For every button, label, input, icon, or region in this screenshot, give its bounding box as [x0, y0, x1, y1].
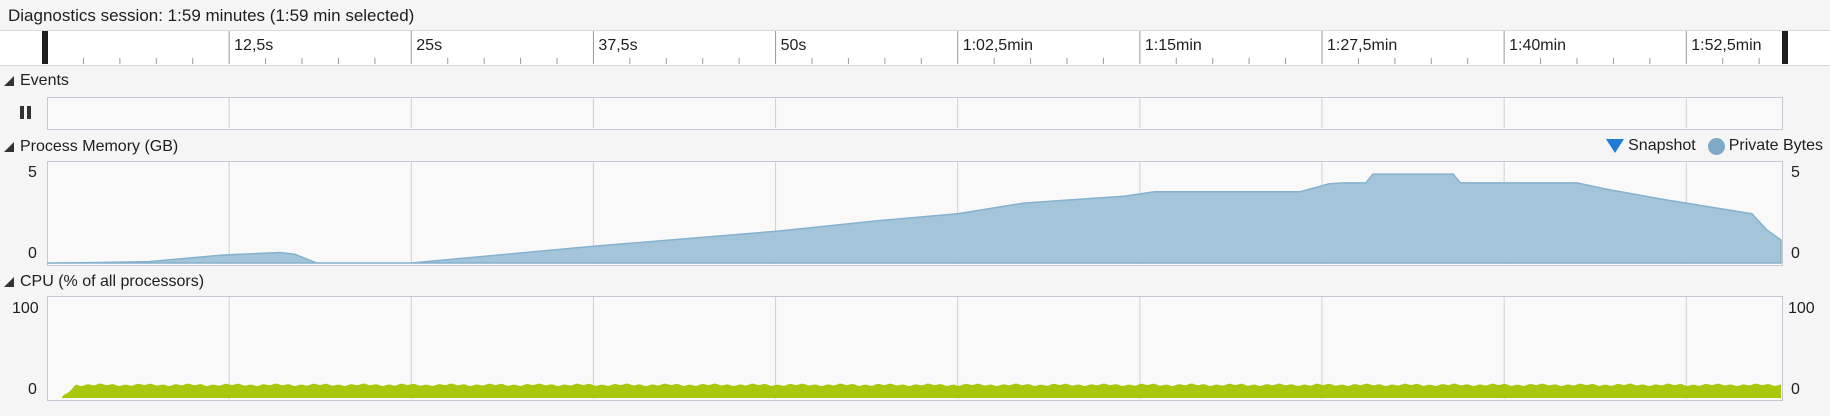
legend-private-bytes[interactable]: Private Bytes	[1707, 137, 1823, 155]
memory-y-min-right: 0	[1791, 245, 1800, 262]
time-ruler[interactable]: 12,5s 25s 37,5s 50s 1:02,5min 1:15min 1:27,5mi…	[0, 30, 1830, 66]
session-label: Diagnostics session: 1:59 minutes (1:59 …	[8, 6, 415, 25]
memory-section-header[interactable]: Process Memory (GB)	[4, 138, 178, 156]
events-section-header[interactable]: Events	[4, 72, 69, 90]
ruler-tick-label: 1:02,5min	[962, 37, 1033, 54]
cpu-chart-panel[interactable]	[47, 296, 1783, 401]
memory-title: Process Memory (GB)	[20, 138, 179, 155]
legend-private-bytes-label: Private Bytes	[1728, 137, 1823, 154]
memory-y-max-right: 5	[1791, 164, 1800, 181]
cpu-y-max-left: 100	[12, 300, 39, 317]
cpu-usage-area	[47, 383, 1781, 398]
cpu-title: CPU (% of all processors)	[20, 273, 205, 290]
pause-icon[interactable]	[20, 106, 31, 119]
ruler-tick-label: 37,5s	[598, 37, 638, 54]
legend-snapshot[interactable]: Snapshot	[1606, 137, 1696, 155]
cpu-y-max-right: 100	[1788, 300, 1815, 317]
ruler-tick-label: 12,5s	[234, 37, 274, 54]
memory-y-min-left: 0	[28, 245, 37, 262]
cpu-y-min-right: 0	[1791, 381, 1800, 398]
ruler-tick-label: 1:52,5min	[1691, 37, 1762, 54]
events-title: Events	[20, 72, 69, 89]
ruler-tick-label: 50s	[780, 37, 807, 54]
legend-snapshot-label: Snapshot	[1628, 137, 1696, 154]
events-track[interactable]	[47, 97, 1783, 130]
ruler-ticks	[42, 31, 1788, 64]
ruler-tick-label: 25s	[416, 37, 443, 54]
ruler-tick-label: 1:40min	[1509, 37, 1567, 54]
private-bytes-area	[46, 173, 1782, 264]
ruler-tick-label: 1:27,5min	[1327, 37, 1398, 54]
range-end-handle	[1782, 31, 1788, 64]
memory-legend: Snapshot Private Bytes	[1606, 137, 1823, 155]
collapse-triangle-icon[interactable]	[4, 76, 14, 86]
cpu-section-header[interactable]: CPU (% of all processors)	[4, 273, 204, 291]
collapse-triangle-icon[interactable]	[4, 277, 14, 287]
ruler-tick-label: 1:15min	[1144, 37, 1202, 54]
collapse-triangle-icon[interactable]	[4, 142, 14, 152]
private-bytes-icon	[1707, 137, 1725, 155]
range-start-handle	[42, 31, 48, 64]
snapshot-icon	[1606, 139, 1625, 153]
cpu-y-min-left: 0	[28, 381, 37, 398]
memory-y-max-left: 5	[28, 164, 37, 181]
